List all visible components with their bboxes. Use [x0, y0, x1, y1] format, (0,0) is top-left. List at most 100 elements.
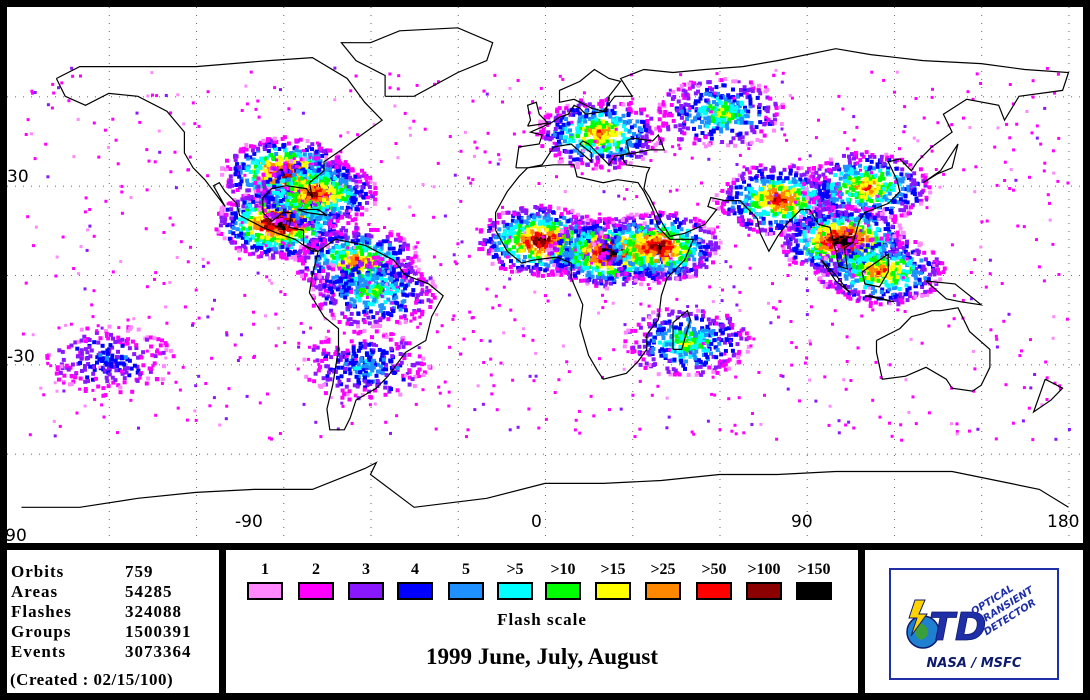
grid-dot [991, 453, 992, 455]
flash-dot [332, 207, 337, 211]
grid-dot [545, 15, 546, 16]
flash-dot [355, 250, 359, 255]
flash-dot [329, 202, 334, 207]
grid-dot [743, 364, 744, 366]
flash-dot [349, 287, 353, 292]
flash-dot [526, 244, 531, 249]
flash-dot [375, 311, 380, 316]
grid-dot [567, 364, 568, 366]
grid-dot [806, 391, 808, 392]
flash-dot [609, 281, 613, 286]
grid-dot [775, 275, 776, 276]
flash-dot [250, 207, 255, 212]
flash-dot [322, 176, 327, 181]
flash-dot [396, 260, 400, 265]
grid-dot [893, 399, 895, 400]
flash-dot [389, 233, 393, 238]
grid-dot [687, 185, 688, 187]
grid-dot [196, 519, 198, 520]
flash-dot [539, 238, 544, 243]
flash-dot [235, 188, 240, 192]
flash-dot [247, 183, 252, 187]
grid-dot [370, 39, 372, 40]
flash-dot [550, 257, 555, 262]
flash-dot [399, 258, 404, 263]
flash-dot [548, 227, 553, 232]
flash-dot [254, 194, 259, 198]
grid-dot [1068, 495, 1070, 496]
grid-dot [919, 185, 920, 187]
lightning-map: 30 -30 -90 -90 0 90 180 [7, 7, 1083, 543]
flash-dot [328, 188, 333, 193]
flash-dot [509, 223, 513, 227]
flash-dot [293, 195, 297, 200]
flash-dot [251, 177, 256, 181]
grid-dot [981, 191, 983, 192]
flash-dot [424, 279, 429, 284]
grid-dot [1039, 453, 1040, 455]
flash-dot [395, 256, 400, 261]
grid-dot [167, 453, 168, 455]
grid-dot [495, 96, 496, 98]
grid-dot [863, 364, 864, 366]
grid-dot [370, 479, 372, 480]
flash-dot [540, 262, 545, 267]
grid-dot [981, 151, 983, 152]
grid-dot [719, 47, 721, 48]
flash-dot [275, 213, 280, 218]
flash-dot [346, 221, 351, 226]
grid-dot [719, 311, 721, 312]
flash-dot [589, 260, 593, 265]
grid-dot [545, 183, 546, 184]
flash-dot [493, 235, 498, 240]
flash-dot [298, 149, 303, 154]
grid-dot [639, 185, 640, 187]
flash-dot [281, 175, 286, 180]
grid-dot [108, 191, 110, 192]
grid-dot [457, 519, 459, 520]
grid-dot [1068, 23, 1070, 24]
grid-dot [343, 364, 344, 366]
grid-dot [719, 87, 721, 88]
flash-dot [272, 203, 277, 208]
flash-dot [379, 272, 384, 277]
flash-dot [285, 196, 290, 200]
grid-dot [893, 47, 895, 48]
flash-dot [585, 220, 590, 225]
grid-dot [370, 471, 372, 472]
grid-dot [893, 39, 895, 40]
grid-dot [108, 535, 110, 536]
grid-dot [7, 275, 8, 276]
grid-dot [283, 55, 285, 56]
grid-dot [239, 96, 240, 98]
grid-dot [799, 364, 800, 366]
flash-dot [257, 233, 262, 238]
flash-dot [333, 236, 338, 241]
flash-dot [311, 231, 316, 236]
flash-dot [339, 191, 344, 196]
flash-dot [278, 251, 283, 256]
flash-dot [292, 159, 297, 164]
flash-dot [238, 217, 242, 222]
grid-dot [457, 231, 459, 232]
grid-dot [895, 96, 896, 98]
flash-dot [549, 270, 554, 275]
flash-dot [330, 160, 335, 165]
grid-dot [119, 185, 120, 187]
flash-dot [515, 237, 520, 242]
flash-dot [379, 246, 384, 251]
flash-dot [258, 140, 263, 145]
grid-dot [806, 535, 808, 536]
grid-dot [981, 535, 983, 536]
grid-dot [1047, 96, 1048, 98]
grid-dot [283, 79, 285, 80]
grid-dot [196, 511, 198, 512]
flash-dot [505, 240, 510, 245]
grid-dot [196, 383, 198, 384]
flash-dot [331, 267, 335, 272]
grid-dot [632, 47, 634, 48]
grid-dot [223, 275, 224, 276]
flash-dot [275, 207, 279, 212]
flash-dot [551, 233, 556, 238]
flash-dot [380, 281, 385, 286]
